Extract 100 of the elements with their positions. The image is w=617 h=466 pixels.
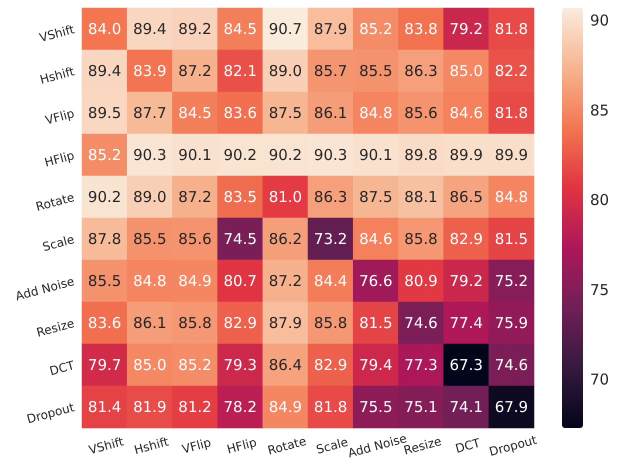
data-label: 67.9	[494, 398, 528, 416]
data-label: 86.1	[314, 104, 348, 122]
data-label: 89.2	[178, 20, 212, 38]
data-label: 81.8	[314, 398, 348, 416]
y-tick-label: Resize	[35, 316, 76, 340]
data-label: 75.2	[494, 272, 528, 290]
x-tick-label: Dropout	[488, 432, 538, 459]
data-label: 87.5	[359, 188, 393, 206]
data-label: 77.4	[449, 314, 483, 332]
data-label: 83.6	[88, 314, 122, 332]
data-label: 84.4	[314, 272, 348, 290]
data-label: 82.9	[449, 230, 483, 248]
data-label: 84.5	[223, 20, 257, 38]
x-tick-label: Hshift	[132, 434, 170, 458]
data-label: 89.8	[404, 146, 438, 164]
x-tick-label: VFlip	[180, 435, 213, 456]
data-label: 87.9	[268, 314, 302, 332]
data-label: 89.4	[88, 62, 122, 80]
color-bar-label: 85	[590, 101, 610, 120]
data-label: 82.9	[314, 356, 348, 374]
data-label: 89.0	[268, 62, 302, 80]
y-tick-label: Hshift	[38, 64, 76, 87]
data-label: 84.8	[133, 272, 167, 290]
data-label: 90.7	[268, 20, 302, 38]
data-label: 75.9	[494, 314, 528, 332]
data-label: 79.3	[223, 356, 257, 374]
data-label: 86.2	[268, 230, 302, 248]
data-label: 81.8	[494, 104, 528, 122]
data-label: 84.5	[178, 104, 212, 122]
y-tick-label: Scale	[40, 232, 76, 254]
data-label: 84.8	[494, 188, 528, 206]
data-label: 81.9	[133, 398, 167, 416]
y-tick-label: Add Noise	[14, 274, 76, 304]
data-label: 85.5	[133, 230, 167, 248]
data-label: 86.3	[314, 188, 348, 206]
data-label: 87.2	[178, 62, 212, 80]
data-label: 82.1	[223, 62, 257, 80]
data-label: 89.4	[133, 20, 167, 38]
x-tick-label: Scale	[314, 434, 350, 457]
data-label: 78.2	[223, 398, 257, 416]
data-label: 87.2	[178, 188, 212, 206]
y-tick-label: DCT	[48, 358, 76, 378]
data-label: 86.3	[404, 62, 438, 80]
data-label: 87.9	[314, 20, 348, 38]
data-label: 81.0	[268, 188, 302, 206]
data-label: 85.2	[359, 20, 393, 38]
data-label: 87.7	[133, 104, 167, 122]
data-label: 75.5	[359, 398, 393, 416]
data-label: 74.1	[449, 398, 483, 416]
data-label: 84.0	[88, 20, 122, 38]
data-label: 81.4	[88, 398, 122, 416]
data-label: 85.8	[404, 230, 438, 248]
data-label: 90.2	[88, 188, 122, 206]
data-label: 84.9	[178, 272, 212, 290]
data-label: 81.5	[359, 314, 393, 332]
data-label: 82.9	[223, 314, 257, 332]
data-label: 85.2	[178, 356, 212, 374]
data-label: 75.1	[404, 398, 438, 416]
x-tick-label: HFlip	[225, 435, 258, 456]
data-label: 83.9	[133, 62, 167, 80]
data-label: 85.0	[449, 62, 483, 80]
data-label: 86.4	[268, 356, 302, 374]
data-label: 89.9	[494, 146, 528, 164]
data-label: 74.5	[223, 230, 257, 248]
data-label: 80.7	[223, 272, 257, 290]
y-tick-label: HFlip	[43, 148, 76, 170]
data-label: 90.3	[133, 146, 167, 164]
y-tick-label: VShift	[38, 22, 76, 45]
color-bar-label: 70	[590, 370, 610, 389]
data-label: 89.0	[133, 188, 167, 206]
x-tick-label: VShift	[87, 434, 126, 458]
data-label: 85.8	[314, 314, 348, 332]
data-label: 90.3	[314, 146, 348, 164]
data-label: 90.2	[268, 146, 302, 164]
data-label: 79.2	[449, 272, 483, 290]
data-label: 73.2	[314, 230, 348, 248]
data-label: 79.7	[88, 356, 122, 374]
data-label: 79.4	[359, 356, 393, 374]
data-label: 87.5	[268, 104, 302, 122]
data-label: 79.2	[449, 20, 483, 38]
data-label: 90.1	[178, 146, 212, 164]
data-label: 90.1	[359, 146, 393, 164]
data-label: 85.5	[88, 272, 122, 290]
data-label: 87.8	[88, 230, 122, 248]
data-label: 83.5	[223, 188, 257, 206]
data-label: 74.6	[404, 314, 438, 332]
x-tick-label: Rotate	[266, 434, 308, 458]
data-label: 88.1	[404, 188, 438, 206]
data-label: 67.3	[449, 356, 483, 374]
data-label: 84.8	[359, 104, 393, 122]
data-label: 84.6	[449, 104, 483, 122]
data-label: 87.2	[268, 272, 302, 290]
data-label: 83.6	[223, 104, 257, 122]
data-label: 85.2	[88, 146, 122, 164]
y-tick-label: Rotate	[34, 190, 76, 214]
data-label: 85.0	[133, 356, 167, 374]
data-label: 76.6	[359, 272, 393, 290]
data-label: 81.8	[494, 20, 528, 38]
color-bar-label: 75	[590, 280, 610, 299]
data-label: 90.2	[223, 146, 257, 164]
